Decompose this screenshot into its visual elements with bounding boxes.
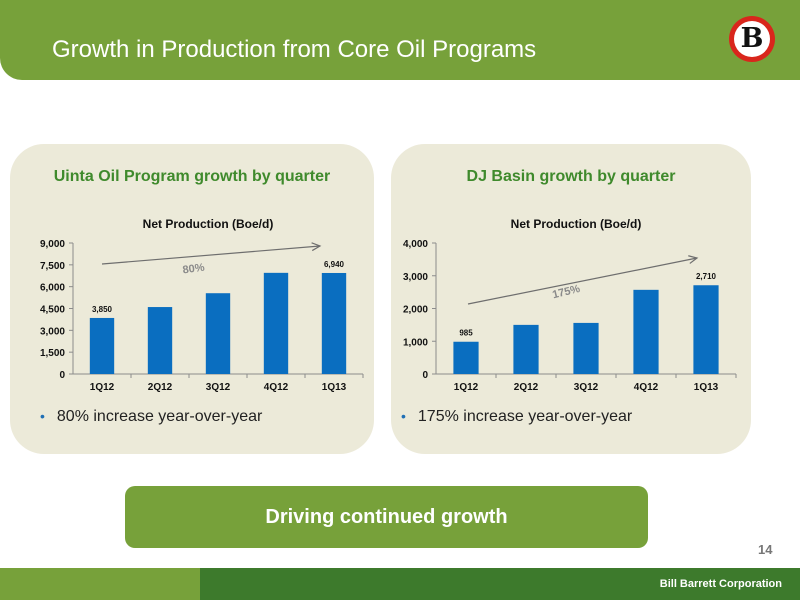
logo-inner-circle: B bbox=[734, 21, 770, 57]
bar-2q12 bbox=[513, 324, 539, 374]
growth-arrow-head bbox=[311, 242, 322, 252]
y-tick-label: 4,500 bbox=[40, 305, 65, 316]
bar-3q12 bbox=[573, 322, 599, 374]
dj-basin-panel-title: DJ Basin growth by quarter bbox=[466, 168, 676, 185]
footer-accent bbox=[0, 568, 200, 600]
data-label: 985 bbox=[459, 329, 473, 338]
y-tick-label: 3,000 bbox=[403, 272, 428, 283]
bar-2q12 bbox=[147, 307, 173, 374]
page-number: 14 bbox=[758, 542, 773, 557]
bar-1q12 bbox=[89, 317, 115, 374]
data-label: 2,710 bbox=[696, 272, 717, 281]
x-tick-label: 3Q12 bbox=[574, 382, 599, 393]
bar-1q12 bbox=[453, 341, 479, 374]
page-title: Growth in Production from Core Oil Progr… bbox=[52, 36, 537, 63]
y-tick-label: 6,000 bbox=[40, 283, 65, 294]
growth-arrow-line bbox=[101, 245, 321, 265]
dj-basin-bullet: • 175% increase year-over-year bbox=[401, 408, 632, 426]
bar-1q13 bbox=[321, 272, 347, 374]
dj-basin-bullet-text: 175% increase year-over-year bbox=[417, 408, 633, 425]
uinta-panel-title: Uinta Oil Program growth by quarter bbox=[53, 168, 331, 185]
growth-annotation: 80% bbox=[182, 262, 206, 277]
data-label: 3,850 bbox=[92, 305, 113, 314]
bar-3q12 bbox=[205, 293, 231, 374]
growth-arrow-line bbox=[467, 257, 698, 305]
y-tick-label: 2,000 bbox=[403, 305, 428, 316]
y-tick-label: 4,000 bbox=[403, 239, 428, 250]
uinta-bullet-text: 80% increase year-over-year bbox=[56, 408, 263, 425]
company-logo: B bbox=[729, 16, 775, 62]
data-label: 6,940 bbox=[324, 260, 345, 269]
chart-title: Net Production (Boe/d) bbox=[511, 217, 642, 231]
uinta-panel: Uinta Oil Program growth by quarter Net … bbox=[10, 144, 374, 454]
chart-title: Net Production (Boe/d) bbox=[143, 217, 274, 231]
y-tick-label: 1,000 bbox=[403, 337, 428, 348]
x-tick-label: 3Q12 bbox=[206, 382, 231, 393]
bar-4q12 bbox=[263, 272, 289, 374]
x-tick-label: 2Q12 bbox=[148, 382, 173, 393]
y-tick-label: 9,000 bbox=[40, 239, 65, 250]
logo-letter: B bbox=[740, 23, 764, 54]
x-tick-label: 4Q12 bbox=[264, 382, 289, 393]
growth-annotation: 175% bbox=[551, 283, 581, 302]
x-tick-label: 2Q12 bbox=[514, 382, 539, 393]
y-tick-label: 3,000 bbox=[40, 326, 65, 337]
bar-4q12 bbox=[633, 289, 659, 374]
dj-basin-chart: Net Production (Boe/d) 0 1,000 2,000 3,000 4,… bbox=[403, 217, 737, 393]
dj-basin-panel: DJ Basin growth by quarter Net Productio… bbox=[391, 144, 751, 454]
footer-bar: Bill Barrett Corporation bbox=[0, 568, 800, 600]
x-tick-label: 1Q12 bbox=[454, 382, 479, 393]
uinta-bullet: • 80% increase year-over-year bbox=[40, 408, 262, 426]
uinta-chart: Net Production (Boe/d) 0 1,500 3,000 4,500 6,… bbox=[40, 217, 364, 393]
cta-banner: Driving continued growth bbox=[125, 486, 648, 548]
x-tick-label: 4Q12 bbox=[634, 382, 659, 393]
header-bar: Growth in Production from Core Oil Progr… bbox=[0, 0, 800, 80]
x-tick-label: 1Q13 bbox=[322, 382, 347, 393]
y-tick-label: 0 bbox=[59, 370, 65, 381]
y-tick-label: 1,500 bbox=[40, 348, 65, 359]
footer-company-name: Bill Barrett Corporation bbox=[659, 578, 782, 590]
x-tick-label: 1Q13 bbox=[694, 382, 719, 393]
bullet-dot: • bbox=[40, 408, 45, 424]
y-tick-label: 7,500 bbox=[40, 261, 65, 272]
x-tick-label: 1Q12 bbox=[90, 382, 115, 393]
bullet-dot: • bbox=[401, 408, 406, 424]
bar-1q13 bbox=[693, 285, 719, 374]
y-tick-label: 0 bbox=[422, 370, 428, 381]
growth-arrow-head bbox=[688, 255, 699, 264]
